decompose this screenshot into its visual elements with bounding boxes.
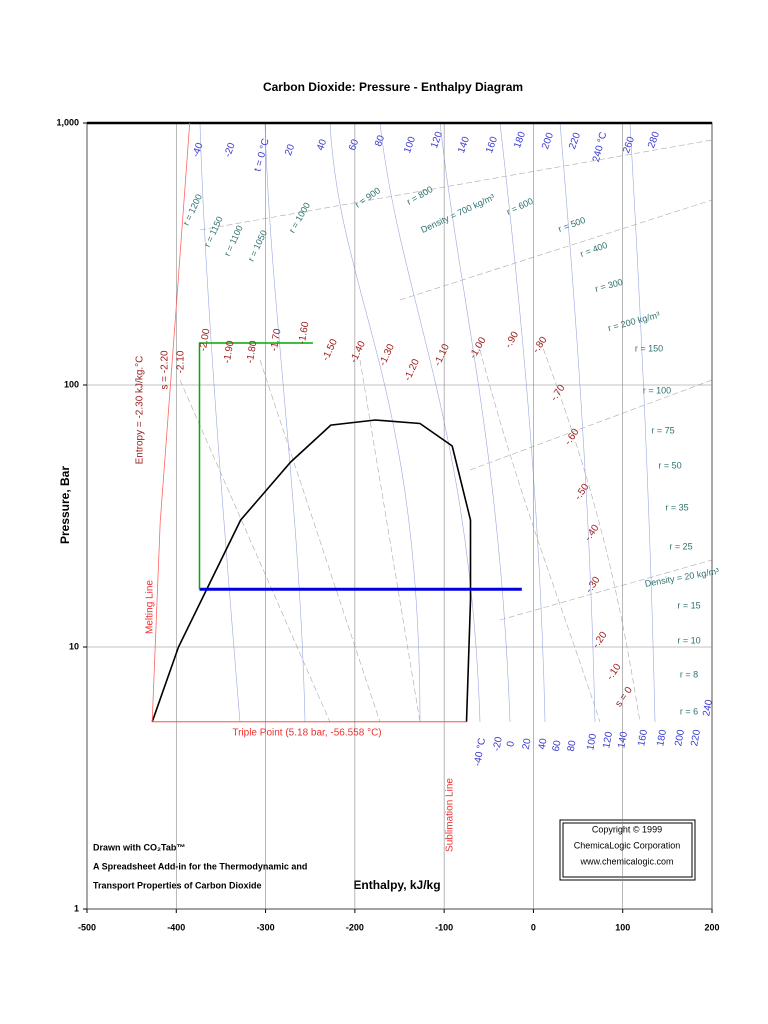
isentrope [259, 359, 381, 723]
entropy-label: s = -2.20 [160, 350, 171, 390]
entropy-label: -1.90 [222, 339, 237, 364]
y-tick-label: 1 [74, 903, 79, 913]
isotherm [439, 122, 511, 723]
isotherm-label: -40 °C [472, 737, 488, 767]
isotherm-label: 40 [537, 737, 550, 750]
isotherm-label: 200 [673, 728, 687, 747]
copyright-text: ChemicaLogic Corporation [574, 840, 681, 850]
y-tick-label: 10 [69, 641, 79, 651]
line-label: Sublimation Line [445, 778, 456, 852]
x-tick-label: -100 [435, 922, 453, 932]
copyright-text: www.chemicalogic.com [579, 856, 673, 866]
copyright-text: Copyright © 1999 [592, 824, 662, 834]
entropy-label: -2.00 [198, 327, 213, 352]
density-label: r = 100 [643, 385, 671, 395]
isolines [179, 139, 713, 723]
y-axis-label: Pressure, Bar [58, 466, 72, 544]
density-label: r = 15 [677, 600, 700, 610]
x-tick-label: 100 [615, 922, 630, 932]
isochore [199, 139, 713, 231]
isotherm [559, 122, 596, 723]
credit-text: Drawn with CO₂Tab™ [93, 842, 185, 852]
x-tick-label: 0 [531, 922, 536, 932]
isolines [199, 122, 656, 723]
isotherm-label: 0 [505, 740, 517, 748]
density-label: r = 50 [658, 460, 681, 470]
y-tick-label: 1,000 [56, 117, 79, 127]
entropy-label: Entropy = -2.30 kJ/kg.°C [135, 356, 146, 465]
density-label: r = 8 [680, 669, 698, 679]
isotherm-label: 20 [283, 143, 297, 158]
credit-text: A Spreadsheet Add-in for the Thermodynam… [93, 861, 307, 871]
isentrope [359, 359, 421, 723]
isentrope [539, 339, 641, 723]
isotherm-label: 120 [601, 730, 615, 749]
x-tick-label: -200 [346, 922, 364, 932]
credit-text: Transport Properties of Carbon Dioxide [93, 880, 262, 890]
isotherm-label: 240 [701, 698, 715, 717]
x-tick-label: -400 [167, 922, 185, 932]
entropy-label: -1.60 [297, 320, 312, 345]
line-label: Melting Line [145, 580, 156, 634]
series-line [151, 122, 191, 722]
isotherm [199, 122, 241, 723]
density-label: r = 35 [665, 502, 688, 512]
density-label: r = 25 [669, 541, 692, 551]
series-line [151, 419, 472, 723]
isotherm-label: 160 [636, 728, 650, 747]
isentrope [179, 379, 331, 723]
density-label: r = 6 [680, 706, 698, 716]
isotherm-label: -20 [222, 141, 237, 159]
x-axis-label: Enthalpy, kJ/kg [353, 878, 440, 892]
isotherm-label: 60 [551, 739, 564, 752]
copyright-box [559, 819, 696, 881]
y-tick-label: 100 [64, 379, 79, 389]
line-label: Triple Point (5.18 bar, -56.558 °C) [232, 728, 381, 739]
isotherm-label: 100 [585, 732, 599, 751]
isotherm [264, 122, 306, 723]
isotherm-label: -20 [491, 736, 504, 753]
x-tick-label: -500 [78, 922, 96, 932]
isotherm-label: 140 [616, 730, 630, 749]
isotherm [499, 122, 546, 723]
isotherm-label: 180 [655, 728, 669, 747]
isotherm-label: 80 [566, 739, 579, 752]
isochore [499, 559, 713, 621]
isochore [399, 199, 713, 301]
series-line [198, 342, 313, 590]
density-label: r = 75 [651, 425, 674, 435]
entropy-label: -1.70 [269, 327, 284, 352]
isotherm-label: 20 [521, 737, 534, 750]
isotherm [329, 122, 421, 723]
copyright-box-inner [562, 822, 693, 878]
isentrope [479, 349, 601, 723]
isochore [469, 379, 713, 471]
isotherm-label: 40 [315, 138, 329, 153]
entropy-label: -1.80 [245, 339, 260, 364]
density-label: r = 150 [635, 343, 663, 353]
isotherm [379, 122, 481, 723]
x-tick-label: -300 [257, 922, 275, 932]
isotherm-label: 80 [373, 134, 387, 149]
density-label: r = 10 [677, 635, 700, 645]
isotherm-label: 60 [347, 138, 361, 153]
isotherm-label: 220 [689, 728, 703, 747]
isotherm [629, 122, 656, 723]
chart-title: Carbon Dioxide: Pressure - Enthalpy Diag… [263, 80, 523, 94]
x-tick-label: 200 [704, 922, 719, 932]
entropy-label: -2.10 [176, 350, 187, 373]
isotherm-label: -40 [190, 141, 205, 159]
